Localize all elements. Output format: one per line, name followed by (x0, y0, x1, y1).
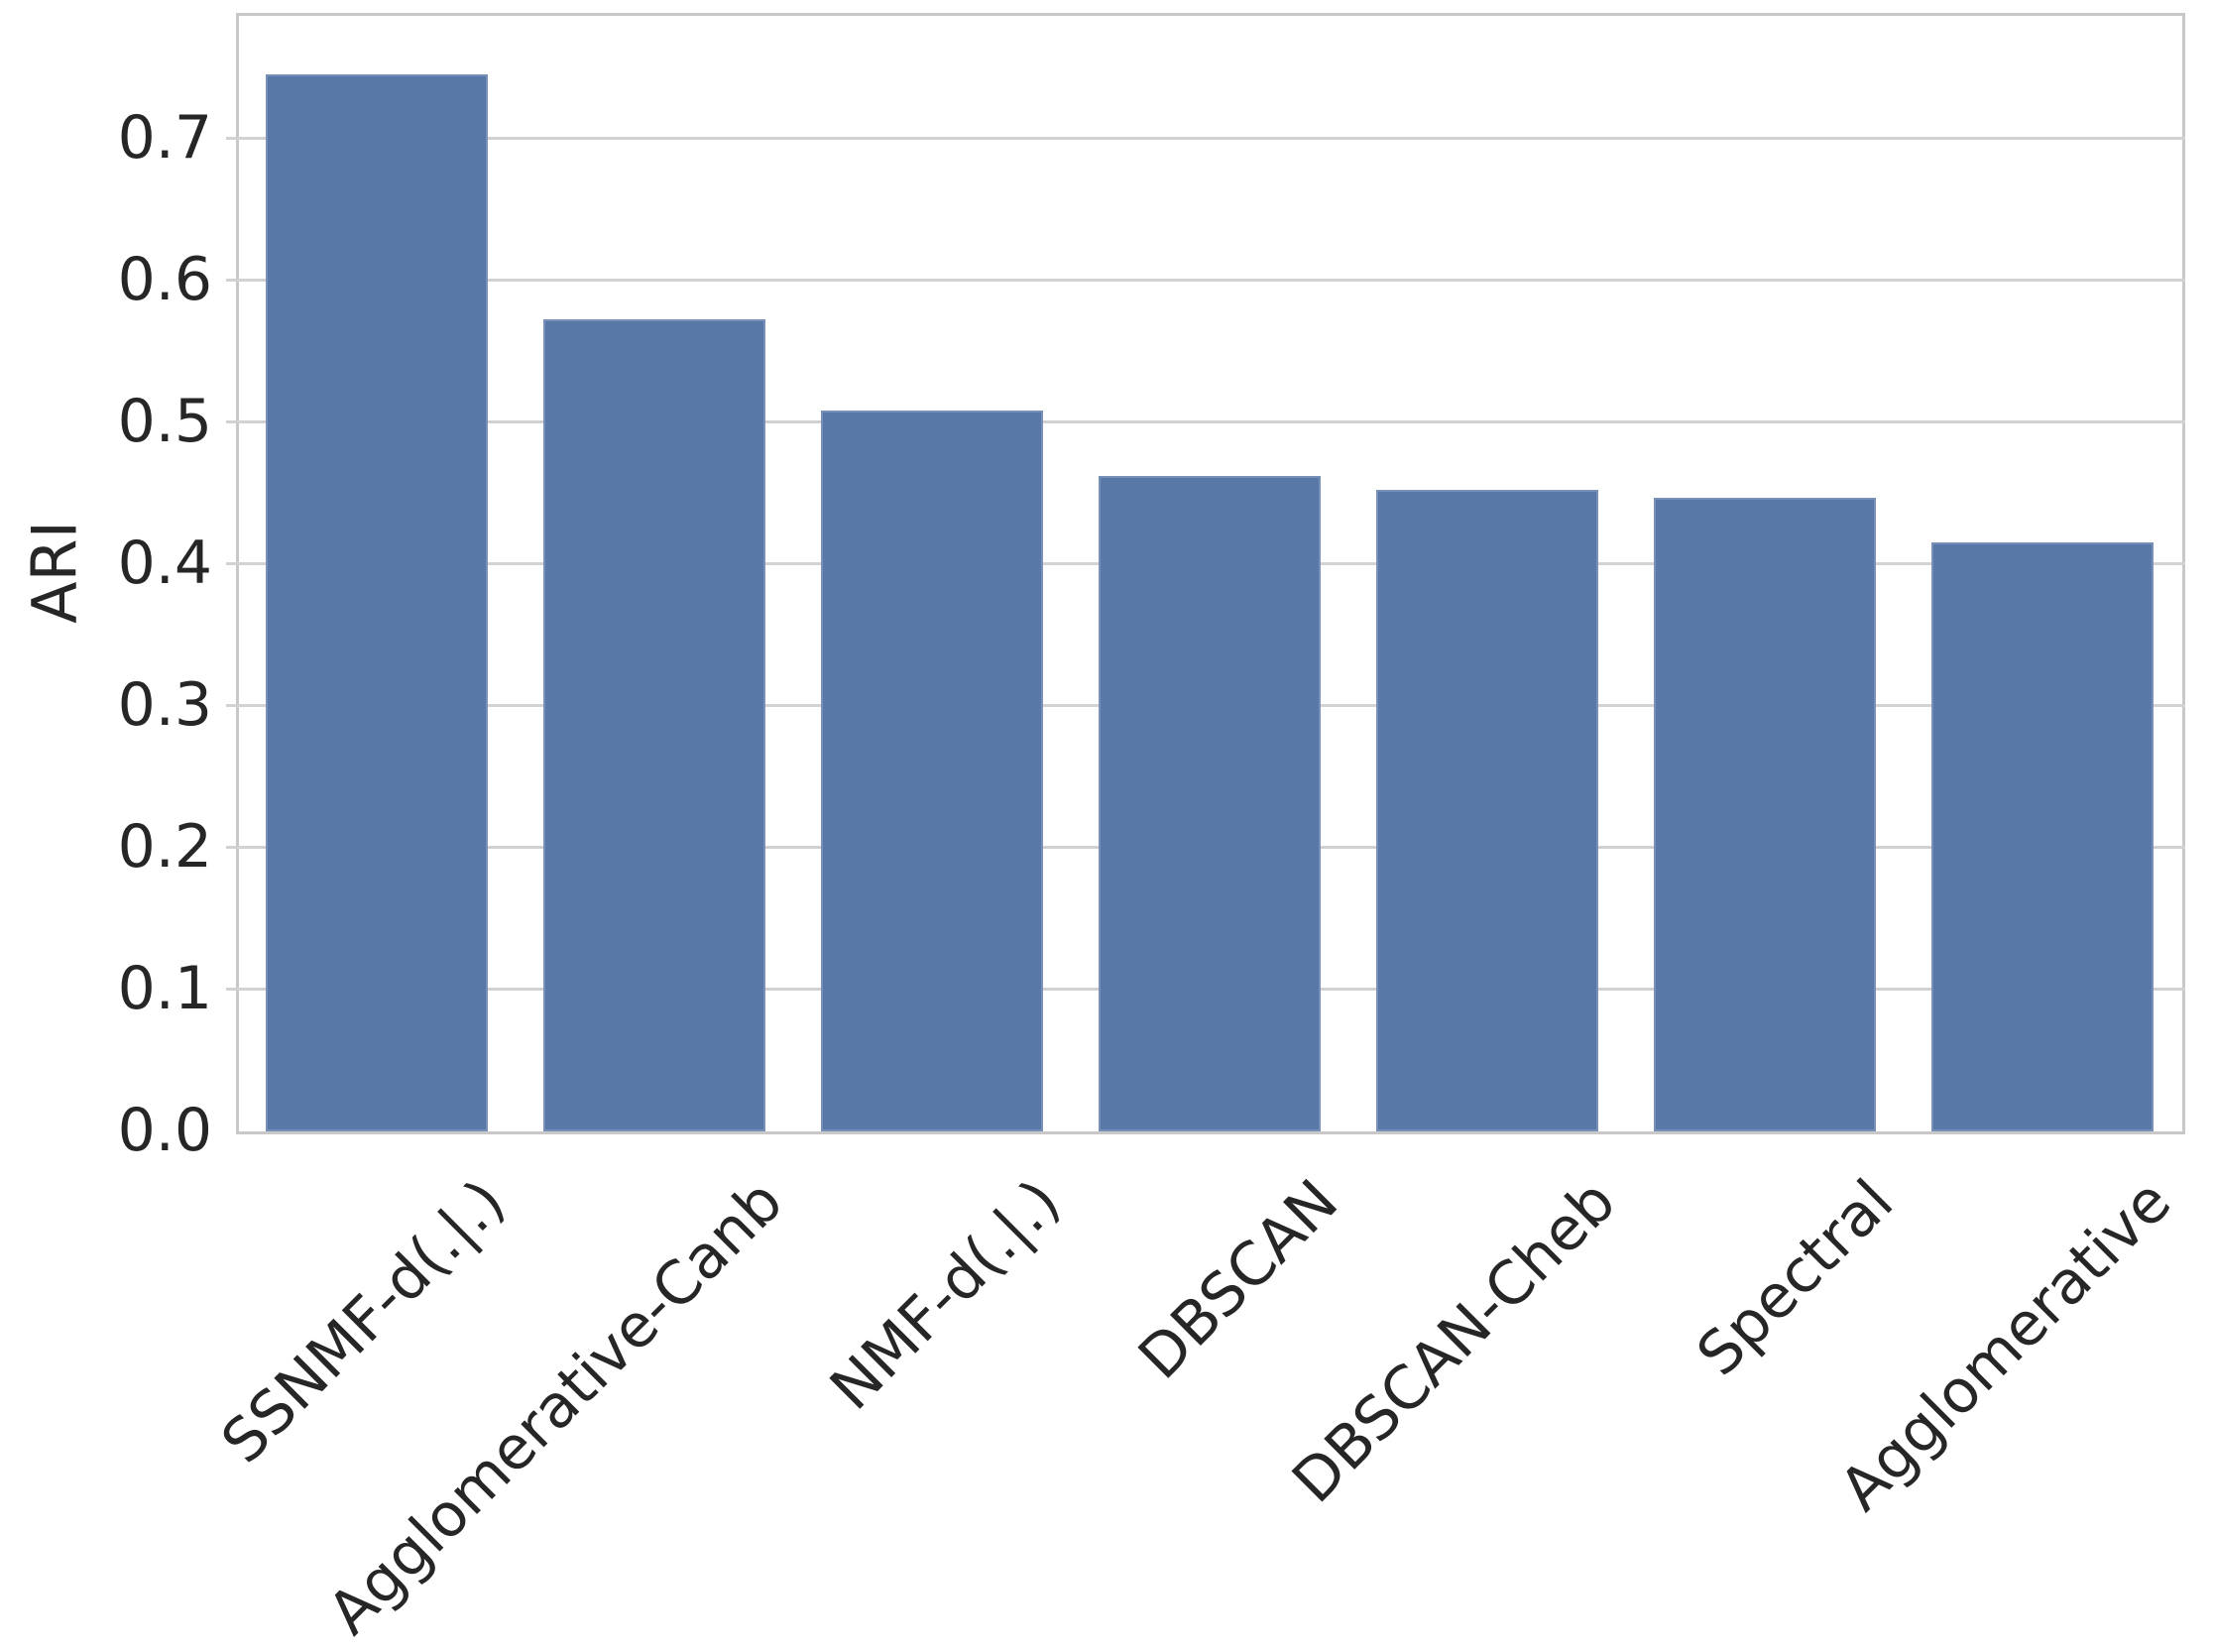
y-tick-label: 0.2 (117, 812, 212, 883)
y-tick-label: 0.0 (117, 1096, 212, 1165)
bar (1375, 489, 1599, 1131)
y-tick-label: 0.4 (117, 529, 212, 599)
bar (542, 319, 766, 1131)
y-tick-label: 0.6 (117, 245, 212, 315)
bar (1930, 541, 2155, 1131)
y-tick-label: 0.5 (117, 387, 212, 457)
gridline (226, 136, 2185, 140)
bar (265, 74, 489, 1131)
bar (1098, 475, 1322, 1131)
gridline (226, 419, 2185, 423)
y-axis-title: ARI (18, 521, 91, 624)
x-tick-label: SSNMF-d(.|.) (208, 1166, 520, 1477)
gridline (226, 278, 2185, 282)
y-tick-label: 0.7 (117, 103, 212, 174)
bar (1653, 498, 1877, 1131)
bar (820, 410, 1044, 1131)
plot-area (236, 13, 2185, 1134)
y-tick-label: 0.3 (117, 670, 212, 741)
y-tick-label: 0.1 (117, 954, 212, 1024)
